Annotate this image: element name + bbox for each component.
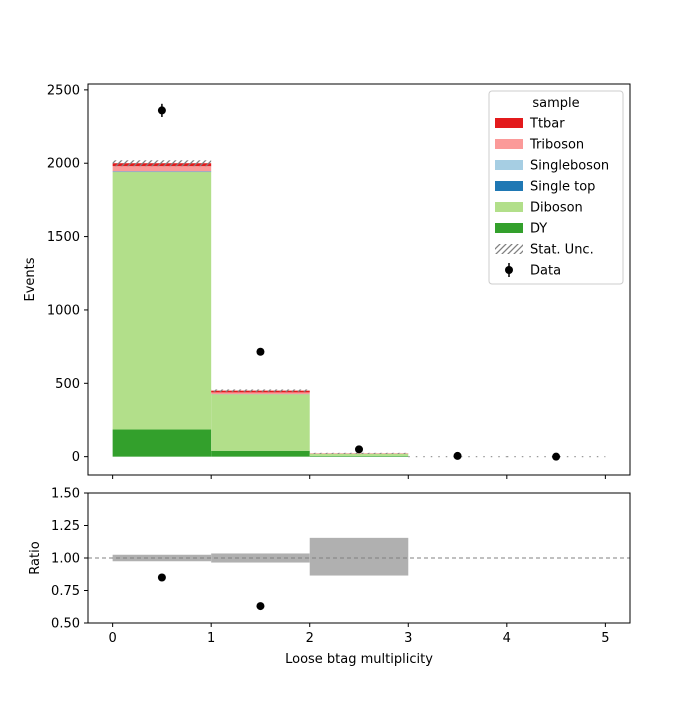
legend-title: sample [532, 96, 579, 111]
legend-swatch-ttbar [495, 118, 523, 128]
xtick-label-4: 4 [503, 631, 511, 646]
bar-diboson-bin-2 [310, 454, 409, 456]
bar-diboson-bin-0 [113, 172, 212, 429]
bar-dy-bin-1 [211, 451, 310, 457]
legend-swatch-dy [495, 223, 523, 233]
ratio-ytick-label-0: 0.50 [51, 617, 80, 632]
stat-unc-band-bin-0 [113, 160, 212, 166]
xtick-label-1: 1 [207, 631, 215, 646]
legend-swatch-single-top [495, 181, 523, 191]
data-point-1 [256, 348, 264, 356]
main-ylabel: Events [23, 257, 38, 301]
bar-triboson-bin-0 [113, 166, 212, 171]
main-ytick-label-5: 2500 [47, 83, 80, 98]
legend-swatch-triboson [495, 139, 523, 149]
legend-label-ttbar: Ttbar [529, 117, 565, 132]
data-point-3 [454, 452, 462, 460]
legend-label-singleboson: Singleboson [530, 159, 609, 174]
bar-dy-bin-2 [310, 456, 409, 457]
legend-label-stat-unc: Stat. Unc. [530, 243, 594, 258]
ratio-unc-band-bin-2 [310, 538, 409, 576]
xtick-label-3: 3 [404, 631, 412, 646]
main-ytick-label-0: 0 [72, 450, 80, 465]
xtick-label-5: 5 [601, 631, 609, 646]
data-point-2 [355, 445, 363, 453]
main-ytick-label-3: 1500 [47, 230, 80, 245]
legend-swatch-singleboson [495, 160, 523, 170]
ratio-ytick-label-1: 0.75 [51, 584, 80, 599]
main-ytick-label-2: 1000 [47, 303, 80, 318]
ratio-ylabel: Ratio [28, 541, 43, 574]
main-ytick-label-4: 2000 [47, 157, 80, 172]
legend-label-dy: DY [530, 222, 547, 237]
stat-unc-band-bin-1 [211, 389, 310, 391]
data-point-0 [158, 106, 166, 114]
ratio-ytick-label-3: 1.25 [51, 519, 80, 534]
ratio-point-1 [256, 602, 264, 610]
legend: sample Ttbar Triboson Singleboson Single top… [489, 91, 623, 284]
bar-diboson-bin-1 [211, 394, 310, 450]
legend-swatch-diboson [495, 202, 523, 212]
xlabel: Loose btag multiplicity [285, 652, 433, 667]
bar-triboson-bin-1 [211, 392, 310, 394]
ratio-ytick-label-2: 1.00 [51, 552, 80, 567]
ratio-point-0 [158, 574, 166, 582]
xtick-label-0: 0 [108, 631, 116, 646]
legend-swatch-stat-unc [495, 244, 523, 254]
legend-label-diboson: Diboson [530, 201, 583, 216]
bar-dy-bin-0 [113, 430, 212, 457]
legend-label-triboson: Triboson [529, 138, 584, 153]
legend-label-data: Data [530, 264, 561, 279]
data-point-4 [552, 453, 560, 461]
legend-swatch-data [505, 266, 513, 274]
legend-label-single-top: Single top [530, 180, 595, 195]
xtick-label-2: 2 [306, 631, 314, 646]
ratio-ytick-label-4: 1.50 [51, 487, 80, 502]
main-ytick-label-1: 500 [55, 377, 80, 392]
